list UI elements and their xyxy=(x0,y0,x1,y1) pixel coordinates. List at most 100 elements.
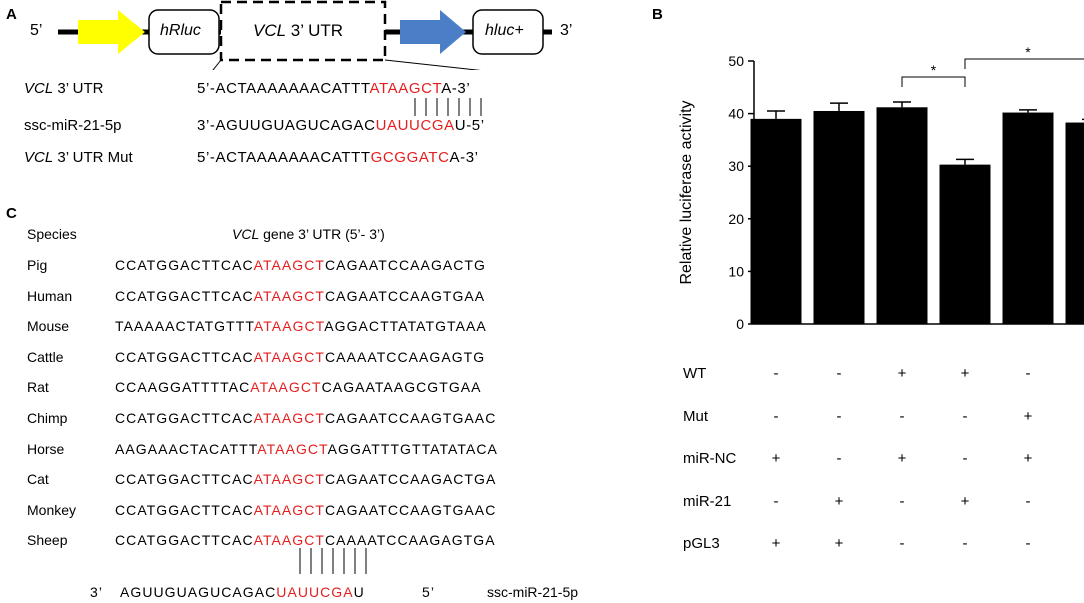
alignment-seed: ATAAGCT xyxy=(253,257,326,273)
seq-label-utr: VCL 3’ UTR xyxy=(24,80,103,97)
alignment-pre: CCATGGACTTCAC xyxy=(115,287,254,304)
seq-mut-pre: 5’-ACTAAAAAAACATTT xyxy=(197,149,371,166)
alignment-seed: ATAAGCT xyxy=(253,348,326,365)
alignment-pre: CCATGGACTTCAC xyxy=(115,410,254,426)
species-label-chimp: Chimp xyxy=(27,410,68,426)
alignment-post: CAGAATCCAAGACTG xyxy=(325,257,486,273)
mirna-post: U xyxy=(353,584,365,600)
species-label-cat: Cat xyxy=(27,471,49,488)
seq-label-mut-rest: 3’ UTR Mut xyxy=(53,149,133,166)
construct-diagram xyxy=(58,0,552,70)
condition-mark: - xyxy=(1025,492,1031,510)
y-tick-label: 10 xyxy=(728,263,744,279)
y-tick-label: 20 xyxy=(728,211,744,227)
condition-mark: - xyxy=(773,365,779,382)
condition-label: WT xyxy=(683,365,707,382)
panel-c-letter: C xyxy=(6,205,17,222)
alignment-pre: TAAAAACTATGTTT xyxy=(115,318,254,335)
gene-header: VCL gene 3’ UTR (5’- 3’) xyxy=(232,226,385,242)
condition-mark: + xyxy=(897,365,907,382)
species-label-cattle: Cattle xyxy=(27,348,64,365)
condition-mark: - xyxy=(773,407,779,425)
condition-label: pGL3 xyxy=(683,535,720,552)
condition-mark: + xyxy=(834,535,844,552)
species-label-human: Human xyxy=(27,287,73,304)
blue-arrow-icon xyxy=(400,10,466,54)
seq-utr-pre: 5’-ACTAAAAAAACATTT xyxy=(197,80,370,97)
gene-header-rest: gene 3’ UTR (5’- 3’) xyxy=(259,226,385,242)
alignment-sequence: CCATGGACTTCACATAAGCTCAAAATCCAAGAGTG xyxy=(115,349,485,365)
alignment-post: AGGACTTATATGTAAA xyxy=(324,318,487,335)
utr-label-italic: VCL xyxy=(253,21,287,40)
alignment-seed: ATAAGCT xyxy=(253,501,326,518)
alignment-seed: ATAAGCT xyxy=(253,471,326,488)
seq-utr: 5’-ACTAAAAAAACATTTATAAGCTA-3’ xyxy=(197,80,470,97)
alignment-pre: CCATGGACTTCAC xyxy=(115,471,254,488)
bar xyxy=(1065,122,1084,325)
species-label-rat: Rat xyxy=(27,379,49,396)
alignment-post: CAGAATCCAAGTGAAC xyxy=(325,501,497,518)
seq-mut-post: A-3’ xyxy=(449,149,479,166)
alignment-post: CAGAATCCAAGTGAAC xyxy=(325,410,497,426)
condition-mark: - xyxy=(962,535,968,552)
alignment-pre: CCATGGACTTCAC xyxy=(115,257,254,273)
alignment-post: CAAAATCCAAGAGTGA xyxy=(325,532,496,549)
pairing-lines-c xyxy=(299,548,367,574)
alignment-pre: CCATGGACTTCAC xyxy=(115,532,254,549)
panel-b-letter: B xyxy=(652,6,663,23)
y-tick-label: 30 xyxy=(728,158,744,174)
species-header: Species xyxy=(27,226,77,242)
bar xyxy=(939,164,991,324)
utr-label-rest: 3’ UTR xyxy=(286,21,344,40)
condition-mark: + xyxy=(1023,407,1033,425)
alignment-sequence: AAGAAACTACATTTATAAGCTAGGATTTGTTATATACA xyxy=(115,441,498,457)
seq-mut: 5’-ACTAAAAAAACATTTGCGGATCA-3’ xyxy=(197,149,479,166)
species-label-sheep: Sheep xyxy=(27,532,68,549)
seq-label-mirna: ssc-miR-21-5p xyxy=(24,117,122,134)
zoom-line-right xyxy=(384,59,482,70)
species-label-monkey: Monkey xyxy=(27,501,77,518)
significance-bracket xyxy=(901,76,966,87)
alignment-sequence: CCATGGACTTCACATAAGCTCAGAATCCAAGTGAAC xyxy=(115,410,496,426)
significance-bracket xyxy=(964,58,1084,69)
seq-mirna-seed: UAUUCGA xyxy=(375,117,455,134)
alignment-sequence: CCATGGACTTCACATAAGCTCAGAATCCAAGTGAAC xyxy=(115,502,496,518)
condition-mark: - xyxy=(899,535,905,552)
condition-mark: - xyxy=(836,450,842,467)
mirna-name: ssc-miR-21-5p xyxy=(487,584,579,600)
y-axis-title: Relative luciferase activity xyxy=(678,100,695,284)
seq-mirna-pre: 3’-AGUUGUAGUCAGAC xyxy=(197,117,376,134)
condition-mark: + xyxy=(897,450,907,467)
utr-label: VCL 3’ UTR xyxy=(253,21,343,41)
y-tick-label: 50 xyxy=(728,53,744,69)
condition-mark: - xyxy=(899,492,905,510)
alignment-sequence: CCATGGACTTCACATAAGCTCAGAATCCAAGTGAA xyxy=(115,288,485,304)
alignment-seed: ATAAGCT xyxy=(253,410,326,426)
alignment-sequence: TAAAAACTATGTTTATAAGCTAGGACTTATATGTAAA xyxy=(115,318,487,334)
alignment-seed: ATAAGCT xyxy=(257,440,328,457)
significance-star: * xyxy=(931,62,937,78)
alignment-sequence: CCATGGACTTCACATAAGCTCAAAATCCAAGAGTGA xyxy=(115,532,496,548)
alignment-sequence: CCATGGACTTCACATAAGCTCAGAATCCAAGACTGA xyxy=(115,471,496,487)
seq-mirna: 3’-AGUUGUAGUCAGACUAUUCGAU-5’ xyxy=(197,117,485,134)
alignment-post: CAGAATAAGCGTGAA xyxy=(321,379,482,396)
hrluc-box xyxy=(148,9,220,55)
seq-label-utr-rest: 3’ UTR xyxy=(53,80,104,97)
seq-label-mirna-text: ssc-miR-21-5p xyxy=(24,117,122,134)
alignment-post: CAAAATCCAAGAGTG xyxy=(325,348,486,365)
alignment-pre: CCATGGACTTCAC xyxy=(115,501,254,518)
hluc-label: hluc+ xyxy=(485,22,524,39)
alignment-sequence: CCAAGGATTTTACATAAGCTCAGAATAAGCGTGAA xyxy=(115,379,482,395)
condition-mark: - xyxy=(836,407,842,425)
condition-mark: - xyxy=(962,407,968,425)
condition-mark: + xyxy=(960,492,970,510)
bar xyxy=(876,107,928,325)
hrluc-label: hRluc xyxy=(160,22,201,39)
significance-star: * xyxy=(1025,44,1031,60)
construct-5prime: 5’ xyxy=(30,22,43,39)
condition-mark: + xyxy=(834,492,844,510)
alignment-pre: CCATGGACTTCAC xyxy=(115,348,254,365)
condition-label: Mut xyxy=(683,407,709,425)
condition-mark: - xyxy=(773,492,779,510)
mirna-seed: UAUUCGA xyxy=(276,584,354,600)
